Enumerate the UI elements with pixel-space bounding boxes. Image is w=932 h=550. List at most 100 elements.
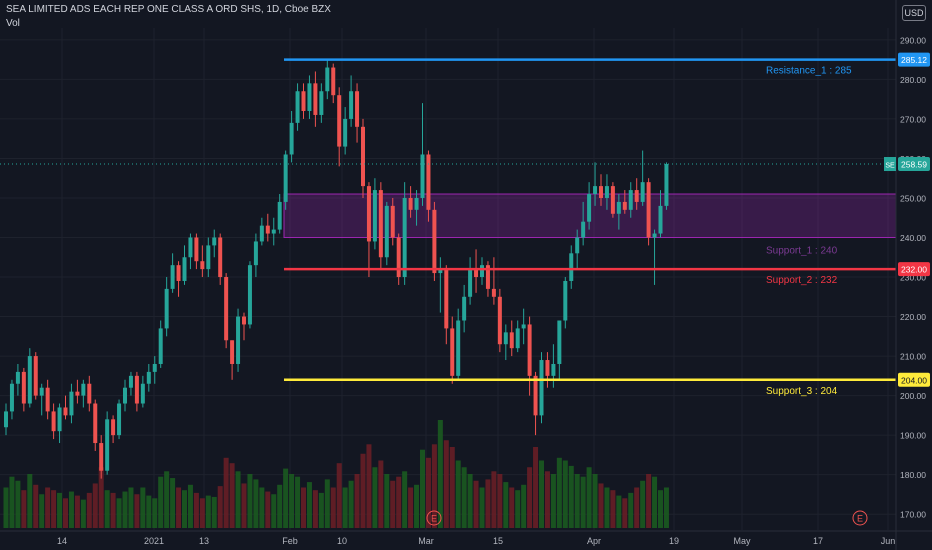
volume-bar (146, 495, 152, 528)
candle-body (593, 186, 598, 195)
volume-bar (473, 480, 479, 528)
time-axis[interactable]: 14 2021 13 Feb 10 Mar 15 Apr 19 May 17 Jun (0, 530, 932, 546)
time-tick-label: Jun (881, 536, 896, 546)
volume-bar (187, 484, 193, 528)
volume-bar (663, 487, 669, 528)
volume-bar (116, 498, 122, 528)
volume-bar (74, 495, 80, 528)
candle-body (158, 328, 163, 364)
currency-button[interactable]: USD (902, 5, 926, 21)
volume-bar (21, 490, 27, 528)
volume-bar (431, 444, 437, 528)
price-tick-label: 250.00 (900, 193, 926, 203)
candle-body (664, 164, 669, 206)
candle-body (355, 91, 360, 127)
candle-body (87, 383, 92, 404)
price-tick-label: 280.00 (900, 75, 926, 85)
symbol-tag-label: SE (885, 163, 895, 170)
candle-body (152, 363, 157, 372)
candle-body (390, 205, 395, 238)
volume-bar (330, 487, 336, 528)
volume-bar (539, 460, 544, 528)
price-tick-label: 240.00 (900, 233, 926, 243)
candle-body (414, 197, 419, 210)
candle-body (218, 237, 223, 278)
candle-body (444, 269, 449, 329)
volume-bar (158, 476, 164, 528)
volume-bar (515, 490, 521, 528)
price-tick-label: 290.00 (900, 35, 926, 45)
candle-body (63, 407, 68, 416)
volume-bar (503, 482, 509, 528)
candle-body (349, 91, 354, 119)
candle-body (170, 265, 175, 289)
candle-body (265, 225, 270, 234)
volume-bar (128, 487, 134, 528)
level-label: Resistance_1 : 285 (766, 66, 852, 77)
candle-body (432, 209, 437, 274)
volume-bar (485, 479, 491, 528)
volume-bar (324, 479, 330, 528)
candle-body (551, 363, 556, 376)
volume-bar (366, 444, 372, 528)
volume-indicator-label[interactable]: Vol (6, 18, 20, 29)
time-tick-label: Mar (418, 536, 434, 546)
volume-bar (223, 457, 229, 528)
candle-body (69, 391, 74, 416)
volume-bar (396, 476, 402, 528)
chart-title: SEA LIMITED ADS EACH REP ONE CLASS A ORD… (6, 4, 331, 15)
volume-bar (110, 492, 116, 528)
earnings-marker[interactable] (426, 510, 442, 526)
time-tick-label: 19 (669, 536, 679, 546)
candle-body (456, 320, 461, 376)
level-axis-tag (898, 262, 930, 277)
volume-bar (277, 484, 283, 528)
level-axis-tag (898, 372, 930, 387)
candle-body (646, 182, 651, 238)
candle-body (599, 186, 603, 198)
candle-body (533, 375, 538, 416)
volume-bar (652, 476, 658, 528)
volume-bar (92, 483, 98, 528)
price-tick-label: 200.00 (900, 391, 926, 401)
symbol-tag (884, 157, 896, 172)
volume-bar (45, 487, 51, 528)
candle-body (610, 186, 615, 214)
volume-bar (199, 498, 205, 528)
volume-bar (57, 492, 63, 528)
volume-bar (295, 476, 301, 528)
volume-bar (342, 487, 348, 528)
volume-bar (628, 492, 634, 528)
volume-bar (420, 449, 425, 528)
volume-bar (616, 495, 622, 528)
volume-bar (390, 480, 396, 528)
price-axis[interactable]: 290.00280.00270.00260.00250.00240.00230.… (884, 0, 932, 550)
volume-bar (140, 487, 146, 528)
candle-body (545, 360, 550, 376)
volume-bar (3, 487, 9, 528)
candle-body (259, 225, 264, 242)
volume-bar (271, 494, 277, 528)
candle-body (140, 383, 145, 404)
candle-body (628, 190, 633, 210)
volume-bar (27, 474, 33, 528)
candle-body (372, 190, 377, 242)
candle-body (128, 375, 133, 388)
volume-bar (455, 460, 461, 528)
earnings-marker[interactable] (852, 510, 868, 526)
volume-bar (253, 479, 259, 528)
volume-bar (247, 474, 253, 528)
candle-body (575, 237, 580, 254)
candle-body (450, 328, 455, 376)
volume-bar (9, 476, 15, 528)
volume-bar (622, 498, 628, 528)
volume-bar (544, 471, 550, 528)
volume-bar (176, 487, 182, 528)
candle-body (361, 126, 365, 187)
candle-body (509, 332, 514, 349)
volume-bar (592, 474, 598, 528)
volume-bar (318, 492, 324, 528)
volume-bar (33, 484, 39, 528)
